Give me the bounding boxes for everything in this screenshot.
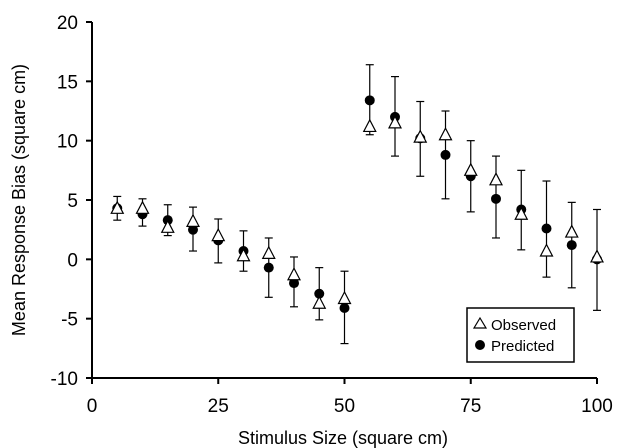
- observed-markers: [110, 115, 604, 309]
- predicted-point: [364, 95, 375, 106]
- observed-point: [539, 243, 554, 257]
- y-tick-label: 0: [67, 250, 78, 271]
- predicted-point: [491, 193, 501, 204]
- observed-point: [438, 126, 453, 141]
- observed-point: [590, 249, 604, 263]
- legend-box: [466, 307, 575, 363]
- x-tick-label: 0: [87, 396, 98, 417]
- predicted-point: [263, 262, 274, 273]
- predicted-point: [289, 278, 299, 289]
- observed-point: [261, 245, 276, 259]
- y-tick-label: 15: [57, 72, 78, 93]
- legend: Observed Predicted: [466, 307, 575, 363]
- x-tick-label: 25: [208, 396, 229, 417]
- predicted-point: [541, 223, 552, 234]
- observed-point: [564, 224, 579, 238]
- axes: -10 -5 0 5 10 15 20 0 25 50 75 100: [51, 13, 613, 417]
- observed-point: [236, 247, 251, 262]
- observed-point: [186, 213, 200, 227]
- predicted-point: [339, 302, 350, 313]
- y-ticks: -10 -5 0 5 10 15 20: [51, 13, 92, 390]
- y-tick-label: -10: [51, 369, 78, 390]
- y-axis-title: Mean Response Bias (square cm): [9, 64, 29, 336]
- observed-point: [287, 266, 301, 281]
- x-tick-label: 100: [581, 396, 613, 417]
- legend-predicted-label: Predicted: [491, 338, 554, 355]
- x-axis-title: Stimulus Size (square cm): [238, 428, 448, 448]
- y-tick-label: -5: [61, 310, 78, 331]
- y-tick-label: 10: [57, 132, 78, 153]
- x-tick-label: 50: [334, 396, 355, 417]
- y-tick-label: 5: [67, 191, 78, 212]
- predicted-point: [440, 149, 451, 160]
- predicted-point: [314, 288, 325, 299]
- observed-point: [160, 219, 175, 233]
- legend-observed-marker: [472, 316, 488, 329]
- y-tick-label: 20: [57, 13, 78, 34]
- observed-point: [337, 290, 352, 305]
- predicted-point: [188, 224, 198, 235]
- predicted-point: [566, 240, 577, 251]
- x-tick-label: 75: [460, 396, 481, 417]
- legend-predicted-marker: [475, 340, 485, 350]
- legend-observed-label: Observed: [491, 317, 556, 334]
- observed-point: [135, 200, 150, 214]
- observed-point: [211, 227, 226, 242]
- observed-point: [388, 115, 402, 129]
- observed-point: [312, 295, 327, 309]
- observed-point: [110, 200, 125, 214]
- error-bars: [113, 64, 601, 345]
- observed-point: [514, 206, 529, 220]
- observed-point: [413, 129, 428, 143]
- observed-point: [362, 118, 377, 133]
- observed-point: [489, 172, 503, 186]
- predicted-markers: [112, 95, 602, 313]
- x-ticks: 0 25 50 75 100: [87, 378, 613, 417]
- observed-point: [463, 162, 478, 176]
